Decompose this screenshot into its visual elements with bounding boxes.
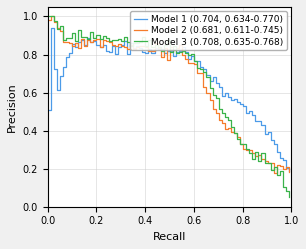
Model 2 (0.681, 0.611-0.745) <box>287 170 291 173</box>
Model 2 (0.681, 0.611-0.745) <box>251 151 254 154</box>
Model 2 (0.681, 0.611-0.745) <box>272 172 275 175</box>
Line: Model 2 (0.681, 0.611-0.745): Model 2 (0.681, 0.611-0.745) <box>48 16 289 173</box>
Model 1 (0.704, 0.634-0.770) <box>49 26 53 29</box>
Legend: Model 1 (0.704, 0.634-0.770), Model 2 (0.681, 0.611-0.745), Model 3 (0.708, 0.63: Model 1 (0.704, 0.634-0.770), Model 2 (0… <box>130 11 287 50</box>
Model 2 (0.681, 0.611-0.745) <box>202 85 205 88</box>
Line: Model 1 (0.704, 0.634-0.770): Model 1 (0.704, 0.634-0.770) <box>48 28 289 171</box>
Model 1 (0.704, 0.634-0.770) <box>116 53 120 56</box>
Model 1 (0.704, 0.634-0.770) <box>125 52 129 55</box>
Y-axis label: Precision: Precision <box>7 82 17 132</box>
Model 1 (0.704, 0.634-0.770) <box>287 169 291 172</box>
Model 3 (0.708, 0.635-0.768) <box>113 38 117 41</box>
Model 3 (0.708, 0.635-0.768) <box>223 112 227 115</box>
Model 3 (0.708, 0.635-0.768) <box>287 195 291 198</box>
Model 2 (0.681, 0.611-0.745) <box>144 46 147 49</box>
Model 1 (0.704, 0.634-0.770) <box>202 68 205 71</box>
Model 2 (0.681, 0.611-0.745) <box>46 19 50 22</box>
Model 1 (0.704, 0.634-0.770) <box>223 91 227 94</box>
Model 2 (0.681, 0.611-0.745) <box>223 128 227 131</box>
Model 3 (0.708, 0.635-0.768) <box>251 151 254 154</box>
Model 3 (0.708, 0.635-0.768) <box>46 15 50 18</box>
Model 2 (0.681, 0.611-0.745) <box>125 48 129 51</box>
Model 3 (0.708, 0.635-0.768) <box>125 36 129 39</box>
Model 1 (0.704, 0.634-0.770) <box>251 114 254 117</box>
X-axis label: Recall: Recall <box>153 232 186 242</box>
Model 3 (0.708, 0.635-0.768) <box>144 36 147 39</box>
Model 1 (0.704, 0.634-0.770) <box>144 52 147 55</box>
Model 1 (0.704, 0.634-0.770) <box>46 108 50 111</box>
Model 3 (0.708, 0.635-0.768) <box>202 68 205 71</box>
Line: Model 3 (0.708, 0.635-0.768): Model 3 (0.708, 0.635-0.768) <box>48 16 289 197</box>
Model 2 (0.681, 0.611-0.745) <box>49 15 53 18</box>
Model 2 (0.681, 0.611-0.745) <box>116 45 120 48</box>
